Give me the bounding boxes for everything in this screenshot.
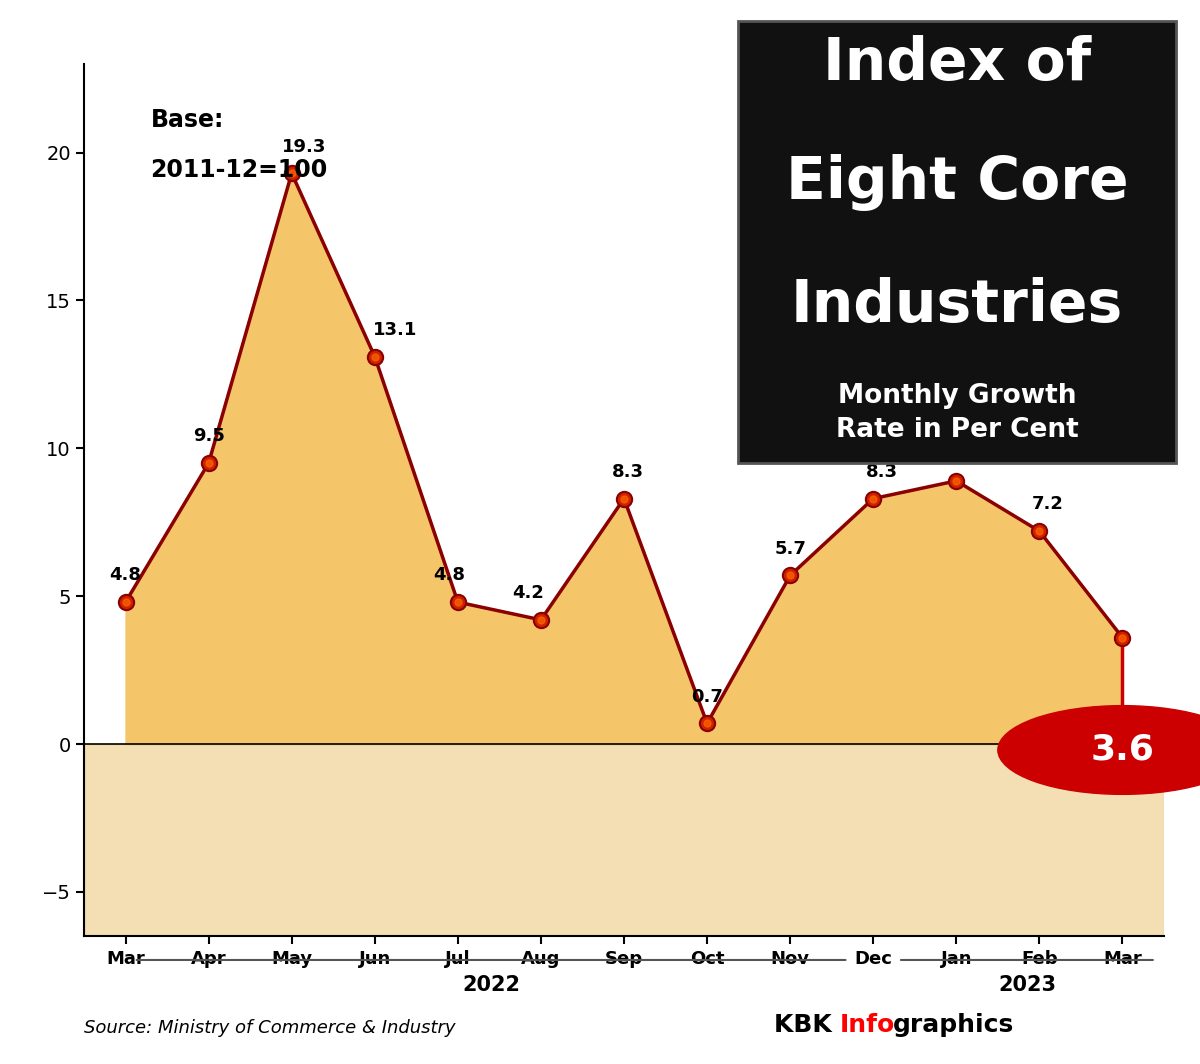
Text: Index of: Index of	[823, 34, 1091, 92]
Text: 2023: 2023	[998, 975, 1056, 995]
Text: Monthly Growth
Rate in Per Cent: Monthly Growth Rate in Per Cent	[835, 383, 1079, 444]
Text: 8.3: 8.3	[612, 463, 644, 481]
Text: 2011-12=100: 2011-12=100	[150, 159, 328, 183]
Text: 3.6: 3.6	[1091, 733, 1154, 767]
Text: 13.1: 13.1	[373, 321, 418, 339]
Text: 2022: 2022	[462, 975, 520, 995]
Text: Base:: Base:	[150, 109, 224, 132]
FancyBboxPatch shape	[738, 21, 1176, 463]
Text: 9.5: 9.5	[193, 428, 224, 446]
Text: Info: Info	[840, 1013, 895, 1037]
Text: 5.7: 5.7	[774, 539, 806, 558]
Text: KBK: KBK	[774, 1013, 840, 1037]
Text: Eight Core: Eight Core	[786, 154, 1128, 211]
Text: 4.2: 4.2	[512, 584, 545, 602]
Circle shape	[998, 705, 1200, 795]
Text: Industries: Industries	[791, 278, 1123, 334]
Text: 8.9: 8.9	[949, 445, 980, 463]
Text: 7.2: 7.2	[1032, 496, 1063, 514]
Text: 8.3: 8.3	[865, 463, 898, 481]
Bar	[84, 744, 1164, 936]
Text: 19.3: 19.3	[282, 137, 326, 155]
Text: Source: Ministry of Commerce & Industry: Source: Ministry of Commerce & Industry	[84, 1019, 456, 1037]
Text: 4.8: 4.8	[433, 566, 466, 584]
Text: 0.7: 0.7	[691, 687, 724, 705]
Text: 4.8: 4.8	[109, 566, 142, 584]
Text: graphics: graphics	[893, 1013, 1014, 1037]
